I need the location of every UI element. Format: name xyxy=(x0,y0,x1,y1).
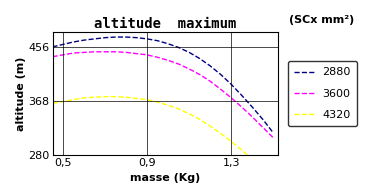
4320 xyxy=(124,96,128,98)
3600 xyxy=(134,53,139,55)
4320 xyxy=(250,158,255,160)
4320 xyxy=(113,95,118,98)
4320 xyxy=(155,101,160,103)
2880 xyxy=(176,46,181,49)
4320 xyxy=(71,99,76,101)
2880 xyxy=(82,39,86,41)
3600 xyxy=(155,56,160,58)
2880 xyxy=(113,36,118,38)
4320 xyxy=(82,97,86,99)
3600 xyxy=(71,52,76,54)
2880 xyxy=(124,36,128,38)
2880 xyxy=(103,36,107,39)
3600 xyxy=(145,54,149,56)
Text: (SCx mm²): (SCx mm²) xyxy=(289,15,354,25)
Title: altitude  maximum: altitude maximum xyxy=(94,17,236,31)
4320 xyxy=(240,149,244,151)
3600 xyxy=(208,80,213,82)
X-axis label: masse (Kg): masse (Kg) xyxy=(130,173,200,183)
2880 xyxy=(50,46,55,48)
2880 xyxy=(166,43,170,45)
3600 xyxy=(261,126,265,129)
Legend: 2880, 3600, 4320: 2880, 3600, 4320 xyxy=(288,61,357,126)
4320 xyxy=(92,96,97,98)
4320 xyxy=(271,178,276,181)
4320 xyxy=(134,97,139,100)
3600 xyxy=(82,51,86,53)
4320 xyxy=(166,104,170,106)
4320 xyxy=(176,108,181,110)
2880 xyxy=(240,94,244,97)
3600 xyxy=(198,73,202,76)
2880 xyxy=(187,51,191,53)
3600 xyxy=(50,56,55,58)
2880 xyxy=(71,41,76,43)
3600 xyxy=(219,88,223,90)
Line: 2880: 2880 xyxy=(53,37,273,133)
Line: 3600: 3600 xyxy=(53,52,273,138)
Line: 4320: 4320 xyxy=(53,97,273,180)
2880 xyxy=(208,65,213,67)
2880 xyxy=(145,38,149,40)
2880 xyxy=(198,57,202,60)
2880 xyxy=(261,118,265,121)
4320 xyxy=(198,118,202,121)
2880 xyxy=(134,36,139,39)
4320 xyxy=(219,132,223,135)
3600 xyxy=(92,51,97,53)
4320 xyxy=(229,140,234,143)
3600 xyxy=(113,51,118,53)
4320 xyxy=(103,95,107,98)
4320 xyxy=(187,113,191,115)
4320 xyxy=(61,100,65,103)
2880 xyxy=(219,73,223,76)
3600 xyxy=(61,54,65,56)
3600 xyxy=(176,63,181,65)
3600 xyxy=(250,116,255,118)
3600 xyxy=(240,106,244,108)
3600 xyxy=(124,51,128,53)
2880 xyxy=(229,83,234,85)
3600 xyxy=(166,59,170,61)
2880 xyxy=(61,43,65,46)
Y-axis label: altitude (m): altitude (m) xyxy=(16,56,26,131)
2880 xyxy=(155,40,160,42)
2880 xyxy=(92,38,97,40)
3600 xyxy=(187,68,191,70)
3600 xyxy=(271,137,276,139)
2880 xyxy=(250,106,255,108)
3600 xyxy=(103,51,107,53)
4320 xyxy=(208,125,213,127)
4320 xyxy=(50,102,55,105)
4320 xyxy=(261,168,265,170)
2880 xyxy=(271,132,276,134)
3600 xyxy=(229,97,234,99)
4320 xyxy=(145,99,149,101)
